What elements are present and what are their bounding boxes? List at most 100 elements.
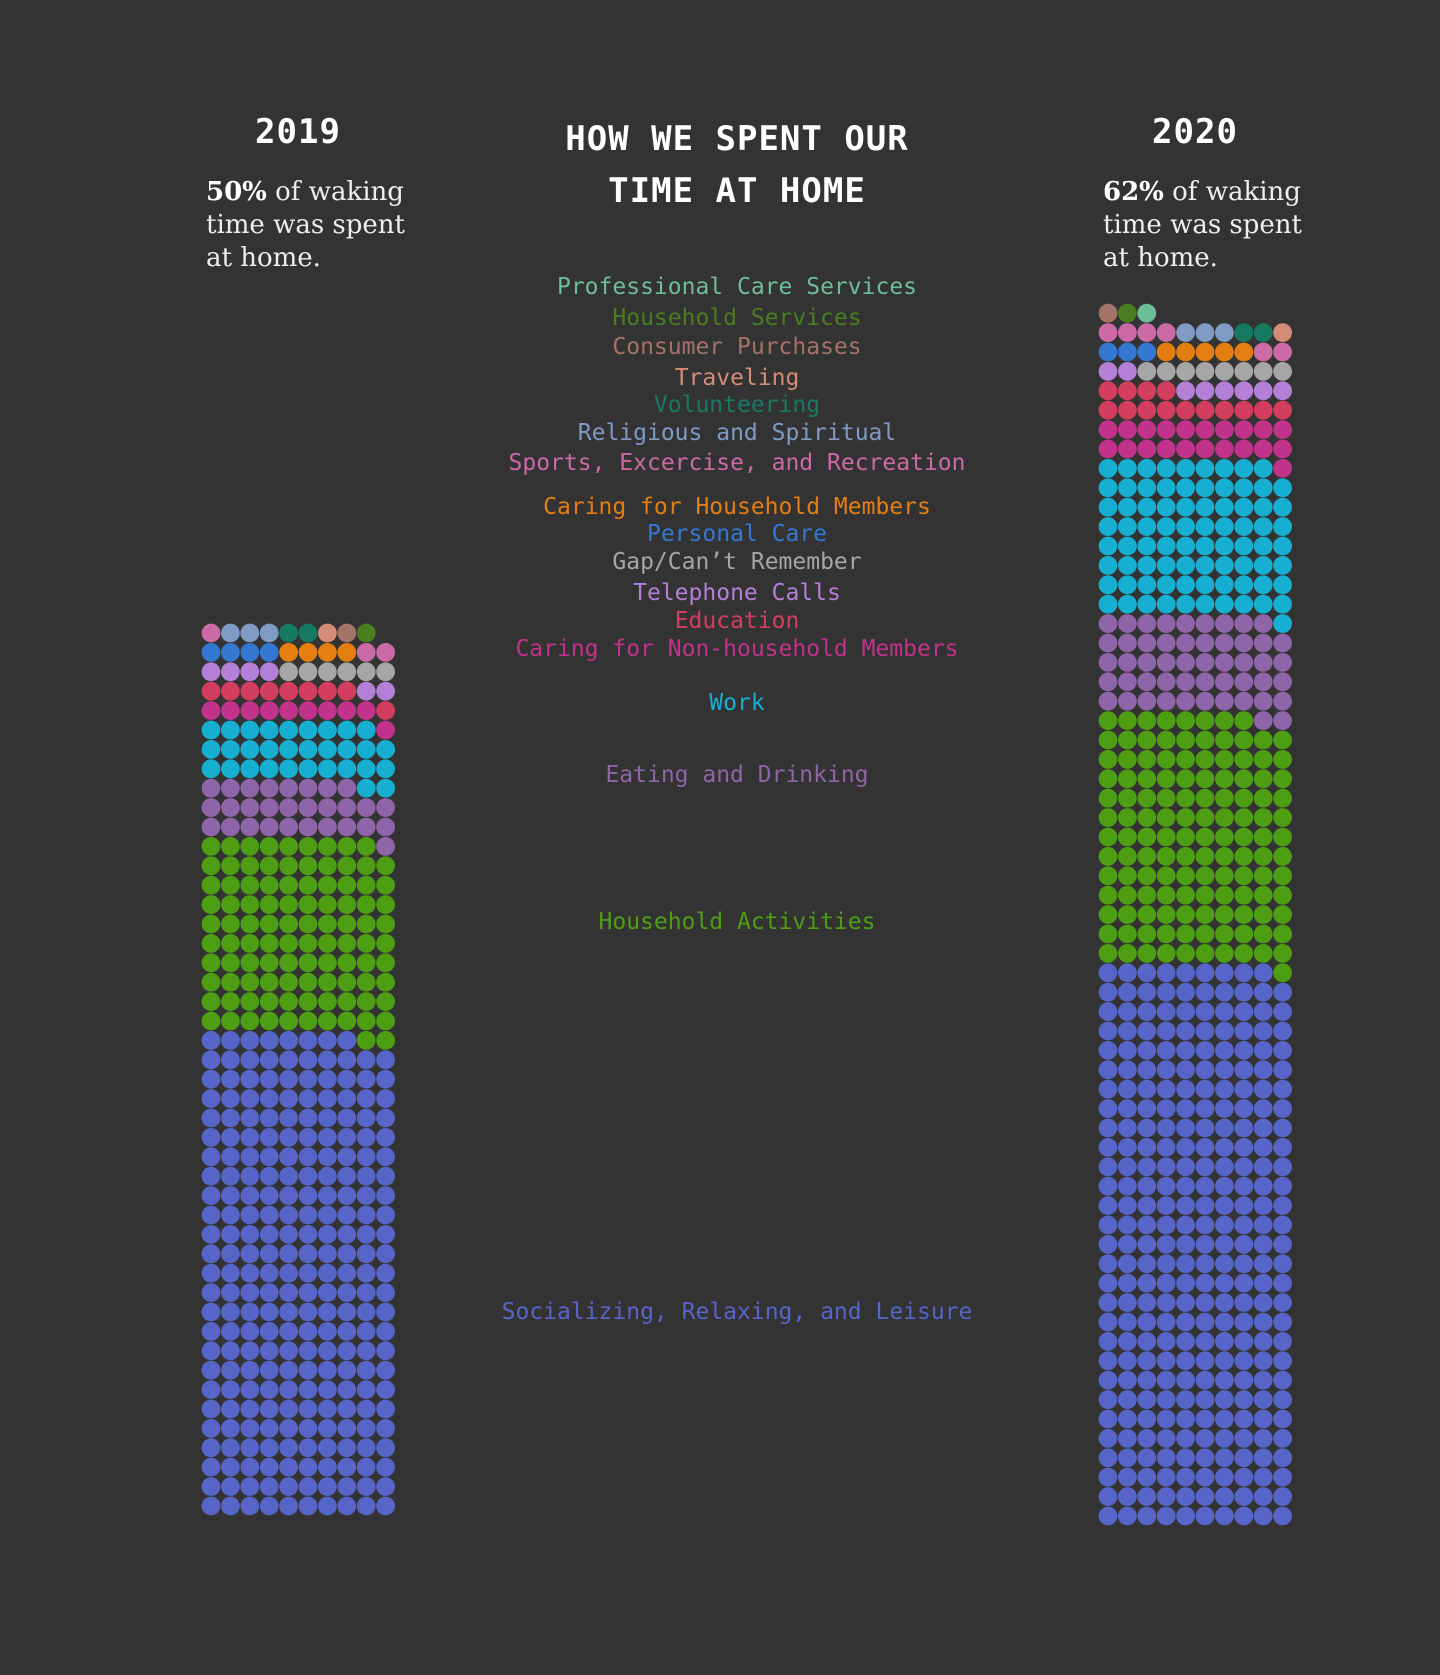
dot-2019-socializing-relaxing-and-leisure [279, 1147, 298, 1167]
dot-2019-household-activities [279, 1011, 298, 1031]
dot-2020-socializing-relaxing-and-leisure [1137, 1487, 1157, 1506]
dot-2020-work [1273, 556, 1292, 575]
legend-professional-care-services: Professional Care Services [556, 274, 918, 300]
dot-2020-work [1195, 556, 1215, 575]
dot-2019-work [201, 759, 221, 779]
dot-2020-socializing-relaxing-and-leisure [1098, 1079, 1118, 1099]
dot-2020-work [1137, 594, 1157, 614]
dot-2020-socializing-relaxing-and-leisure [1118, 1060, 1137, 1080]
dot-2019-education [201, 681, 221, 701]
dot-2020-caring-for-non-household-members [1253, 439, 1273, 459]
dot-2020-eating-and-drinking [1215, 633, 1234, 653]
dot-2020-household-activities [1253, 730, 1273, 750]
dot-2019-eating-and-drinking [356, 798, 376, 817]
dot-2019-socializing-relaxing-and-leisure [279, 1050, 298, 1070]
dot-2020-socializing-relaxing-and-leisure [1215, 1390, 1234, 1409]
dot-2020-household-activities [1253, 847, 1273, 866]
dot-2019-socializing-relaxing-and-leisure [240, 1302, 260, 1322]
dot-2020-work [1253, 478, 1273, 498]
dot-2019-household-activities [376, 856, 395, 876]
dot-2020-socializing-relaxing-and-leisure [1253, 1293, 1273, 1312]
dot-2020-socializing-relaxing-and-leisure [1253, 1060, 1273, 1080]
dot-2020-socializing-relaxing-and-leisure [1156, 1215, 1176, 1235]
dot-2020-eating-and-drinking [1098, 691, 1118, 711]
dot-2020-socializing-relaxing-and-leisure [1234, 1351, 1254, 1371]
dot-2019-work [356, 740, 376, 759]
dot-2020-household-activities [1273, 847, 1292, 866]
dot-2020-socializing-relaxing-and-leisure [1253, 1467, 1273, 1487]
dot-2019-socializing-relaxing-and-leisure [298, 1360, 318, 1380]
dot-2020-household-activities [1118, 847, 1137, 866]
dot-2020-household-activities [1098, 730, 1118, 750]
dot-2019-household-activities [356, 972, 376, 992]
dot-2019-socializing-relaxing-and-leisure [356, 1438, 376, 1458]
dot-2020-socializing-relaxing-and-leisure [1215, 1332, 1234, 1351]
dot-2020-socializing-relaxing-and-leisure [1176, 1409, 1195, 1429]
dot-2020-caring-for-non-household-members [1215, 420, 1234, 439]
dot-2020-socializing-relaxing-and-leisure [1234, 1370, 1254, 1390]
dot-2020-work [1118, 478, 1137, 498]
dot-2020-eating-and-drinking [1098, 633, 1118, 653]
dot-2020-socializing-relaxing-and-leisure [1215, 1138, 1234, 1157]
dot-2020-socializing-relaxing-and-leisure [1234, 1273, 1254, 1293]
dot-2020-socializing-relaxing-and-leisure [1253, 1506, 1273, 1526]
dot-2020-sports-excercise-and-recreation [1118, 323, 1137, 342]
dot-2019-socializing-relaxing-and-leisure [356, 1302, 376, 1322]
dot-2019-socializing-relaxing-and-leisure [356, 1128, 376, 1147]
dot-2020-household-activities [1253, 944, 1273, 963]
dot-2019-socializing-relaxing-and-leisure [356, 1341, 376, 1361]
dot-2020-socializing-relaxing-and-leisure [1156, 1021, 1176, 1041]
dot-2020-socializing-relaxing-and-leisure [1156, 1002, 1176, 1021]
dot-2019-socializing-relaxing-and-leisure [201, 1496, 221, 1516]
dot-2019-caring-for-non-household-members [279, 701, 298, 720]
dot-2019-socializing-relaxing-and-leisure [318, 1283, 337, 1302]
dot-2019-eating-and-drinking [259, 778, 279, 798]
dot-2019-work [318, 759, 337, 779]
dot-2019-socializing-relaxing-and-leisure [201, 1089, 221, 1108]
dot-2019-socializing-relaxing-and-leisure [201, 1360, 221, 1380]
dot-2020-work [1137, 556, 1157, 575]
dot-2020-eating-and-drinking [1156, 653, 1176, 672]
dot-2019-socializing-relaxing-and-leisure [298, 1419, 318, 1438]
dot-2019-work [240, 759, 260, 779]
dot-2020-socializing-relaxing-and-leisure [1118, 1079, 1137, 1099]
dot-2019-socializing-relaxing-and-leisure [240, 1477, 260, 1496]
dot-2019-socializing-relaxing-and-leisure [337, 1438, 357, 1458]
dot-2019-socializing-relaxing-and-leisure [318, 1438, 337, 1458]
dot-2020-personal-care [1118, 342, 1137, 362]
year-2020-label: 2020 [1152, 112, 1238, 152]
dot-2019-socializing-relaxing-and-leisure [201, 1108, 221, 1128]
dot-2019-socializing-relaxing-and-leisure [259, 1050, 279, 1070]
dot-2020-household-activities [1195, 944, 1215, 963]
dot-2020-work [1118, 517, 1137, 536]
dot-2020-household-activities [1195, 750, 1215, 769]
dot-2019-household-activities [259, 972, 279, 992]
dot-2020-socializing-relaxing-and-leisure [1118, 1215, 1137, 1235]
dot-2020-socializing-relaxing-and-leisure [1195, 1138, 1215, 1157]
dot-2019-work [221, 759, 240, 779]
dot-2019-socializing-relaxing-and-leisure [298, 1089, 318, 1108]
dot-2019-eating-and-drinking [240, 778, 260, 798]
dot-2020-socializing-relaxing-and-leisure [1098, 1312, 1118, 1332]
dot-2019-work [201, 740, 221, 759]
dot-2020-eating-and-drinking [1118, 614, 1137, 633]
dot-2020-eating-and-drinking [1156, 614, 1176, 633]
dot-2019-work [298, 720, 318, 740]
dot-2019-socializing-relaxing-and-leisure [376, 1477, 395, 1496]
dot-2019-work [298, 740, 318, 759]
dot-2020-household-activities [1137, 944, 1157, 963]
dot-2020-eating-and-drinking [1156, 672, 1176, 692]
dot-2020-caring-for-non-household-members [1098, 420, 1118, 439]
dot-2019-socializing-relaxing-and-leisure [376, 1050, 395, 1070]
legend-telephone-calls: Telephone Calls [633, 580, 841, 606]
dot-2020-eating-and-drinking [1273, 672, 1292, 692]
dot-2019-eating-and-drinking [318, 817, 337, 837]
legend-household-activities: Household Activities [598, 909, 876, 935]
dot-2020-work [1253, 556, 1273, 575]
dot-2019-caring-for-non-household-members [356, 701, 376, 720]
dot-2020-household-activities [1156, 944, 1176, 963]
dot-2020-socializing-relaxing-and-leisure [1253, 1409, 1273, 1429]
dot-2019-socializing-relaxing-and-leisure [221, 1244, 240, 1264]
dot-2019-socializing-relaxing-and-leisure [298, 1438, 318, 1458]
